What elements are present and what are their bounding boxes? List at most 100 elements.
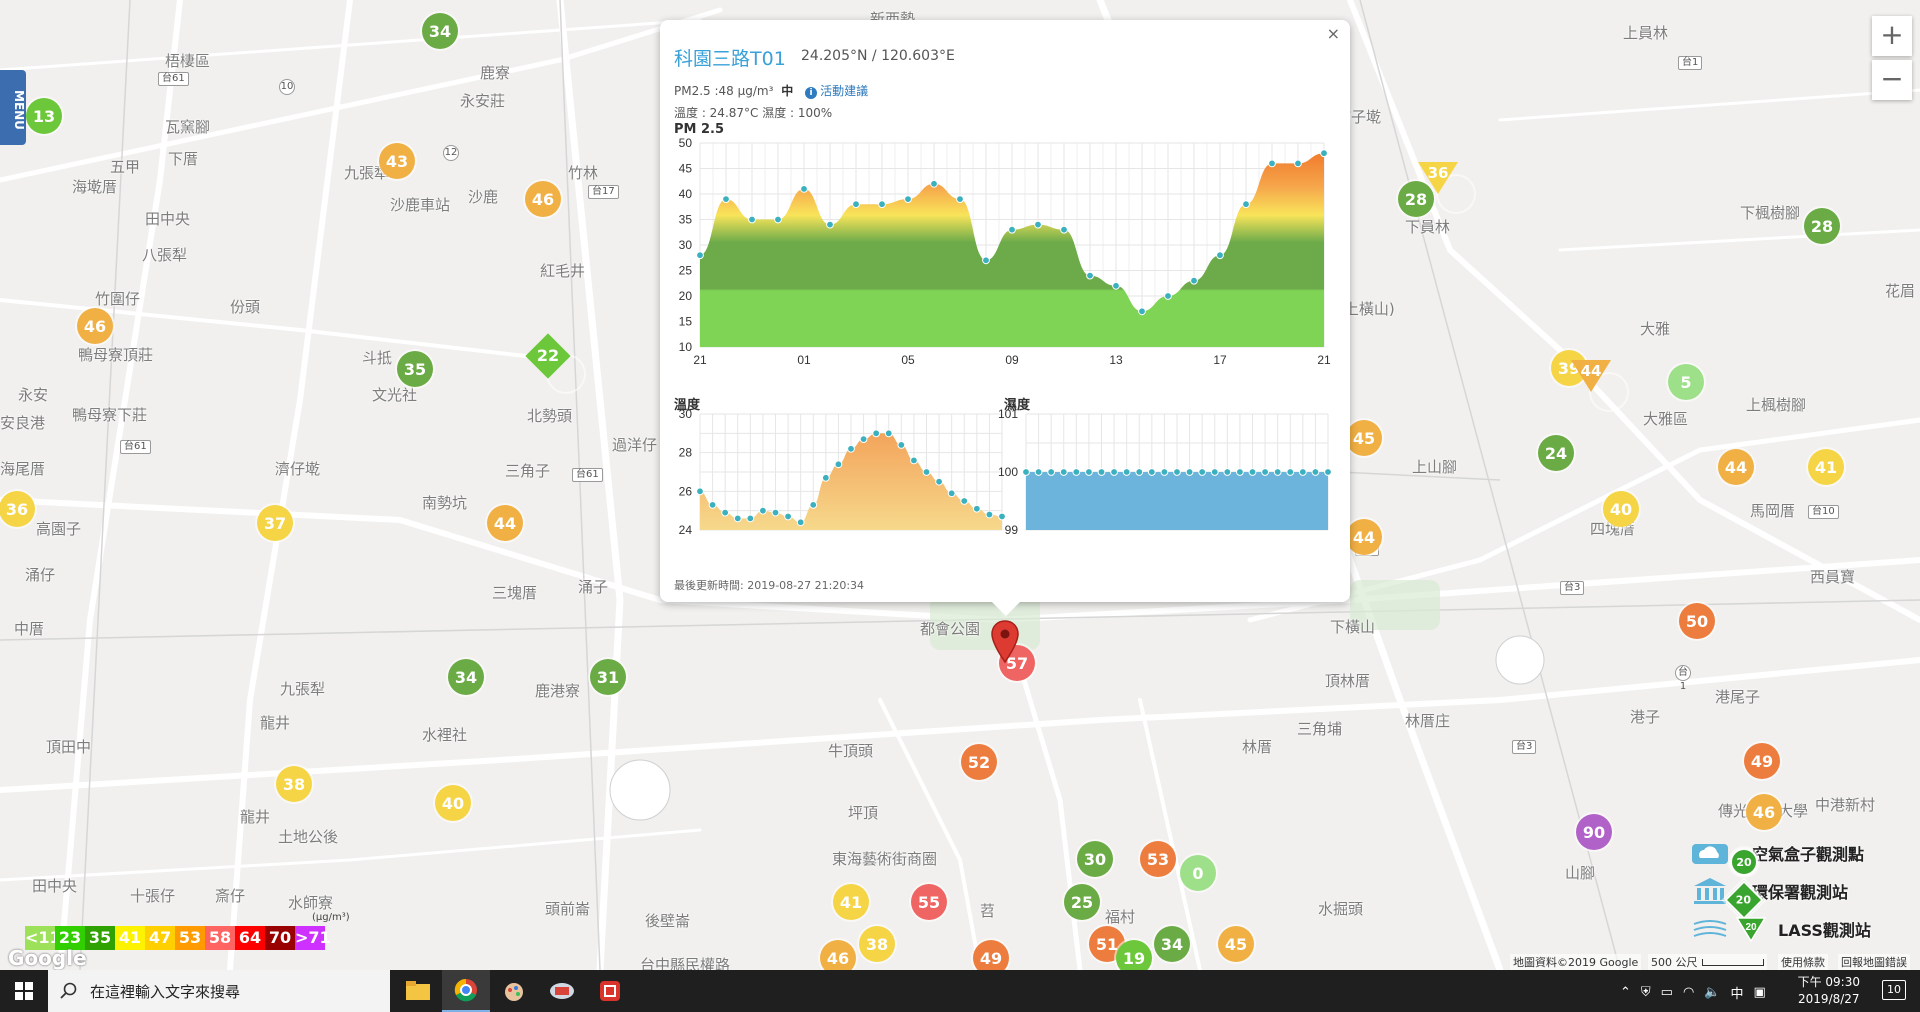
data-point[interactable] bbox=[733, 514, 742, 523]
data-point[interactable] bbox=[1248, 468, 1257, 476]
activity-advice-link[interactable]: i 活動建議 bbox=[805, 84, 868, 99]
data-point[interactable] bbox=[972, 504, 981, 513]
data-point[interactable] bbox=[1112, 281, 1120, 290]
pm25-station-marker[interactable]: 40 bbox=[1603, 491, 1639, 527]
start-button[interactable] bbox=[0, 970, 48, 1012]
pm25-station-marker[interactable]: 44 bbox=[1346, 519, 1382, 555]
data-point[interactable] bbox=[809, 500, 818, 509]
pm25-station-marker[interactable]: 45 bbox=[1218, 926, 1254, 962]
data-point[interactable] bbox=[960, 497, 969, 505]
pm25-station-marker[interactable]: 43 bbox=[379, 143, 415, 179]
pm25-station-marker[interactable]: 90 bbox=[1576, 814, 1612, 850]
data-point[interactable] bbox=[708, 500, 717, 509]
pm25-station-marker[interactable]: 50 bbox=[1679, 603, 1715, 639]
data-point[interactable] bbox=[1198, 468, 1207, 476]
data-point[interactable] bbox=[1324, 468, 1332, 476]
data-point[interactable] bbox=[796, 518, 805, 527]
pm25-station-marker[interactable]: 0 bbox=[1180, 855, 1216, 891]
data-point[interactable] bbox=[1138, 307, 1146, 316]
pm25-station-marker[interactable]: 49 bbox=[1744, 743, 1780, 779]
notification-center-button[interactable]: 10 bbox=[1882, 980, 1906, 1000]
data-point[interactable] bbox=[947, 489, 956, 498]
data-point[interactable] bbox=[1185, 468, 1194, 476]
pm25-station-marker[interactable]: 55 bbox=[911, 884, 947, 920]
pm25-station-marker[interactable]: 46 bbox=[1746, 794, 1782, 830]
taskbar-search-box[interactable]: 在這裡輸入文字來搜尋 bbox=[48, 970, 390, 1012]
pm25-station-marker[interactable]: 25 bbox=[1064, 884, 1100, 920]
data-point[interactable] bbox=[897, 441, 906, 449]
data-point[interactable] bbox=[922, 468, 931, 476]
data-point[interactable] bbox=[722, 195, 730, 203]
data-point[interactable] bbox=[1122, 468, 1131, 476]
pm25-station-marker[interactable]: 46 bbox=[525, 181, 561, 217]
data-point[interactable] bbox=[878, 200, 886, 209]
file-explorer-button[interactable] bbox=[394, 970, 442, 1012]
pm25-station-marker[interactable]: 41 bbox=[1808, 449, 1844, 485]
data-point[interactable] bbox=[721, 508, 730, 517]
data-point[interactable] bbox=[826, 220, 834, 229]
chrome-button[interactable] bbox=[442, 970, 490, 1012]
pm25-station-marker[interactable]: 30 bbox=[1077, 841, 1113, 877]
close-icon[interactable]: × bbox=[1326, 24, 1340, 43]
legend-epa[interactable]: 20 環保署觀測站 bbox=[1690, 876, 1848, 920]
zoom-in-button[interactable]: + bbox=[1872, 16, 1912, 56]
data-point[interactable] bbox=[1210, 468, 1219, 476]
ime-indicator[interactable]: 中 bbox=[1730, 987, 1744, 1002]
data-point[interactable] bbox=[1223, 468, 1232, 476]
data-point[interactable] bbox=[1085, 468, 1093, 476]
data-point[interactable] bbox=[985, 510, 994, 519]
data-point[interactable] bbox=[1034, 468, 1043, 476]
data-point[interactable] bbox=[1273, 468, 1282, 476]
data-point[interactable] bbox=[1147, 468, 1156, 476]
app-button[interactable] bbox=[538, 970, 586, 1012]
pm25-station-marker[interactable]: 22 bbox=[525, 333, 584, 392]
chevron-up-icon[interactable]: ⌃ bbox=[1620, 985, 1631, 1000]
data-point[interactable] bbox=[1022, 468, 1030, 476]
data-point[interactable] bbox=[1261, 468, 1269, 476]
pm25-station-marker[interactable]: 45 bbox=[1346, 420, 1382, 456]
pm25-station-marker[interactable]: 44 bbox=[487, 505, 523, 541]
taskbar-clock[interactable]: 下午 09:30 2019/8/27 bbox=[1798, 974, 1860, 1008]
data-point[interactable] bbox=[1286, 468, 1295, 476]
pm25-station-marker[interactable]: 35 bbox=[397, 351, 433, 387]
wifi-icon[interactable]: ◠ bbox=[1682, 985, 1695, 1000]
pm25-station-marker[interactable]: 5 bbox=[1668, 364, 1704, 400]
data-point[interactable] bbox=[800, 185, 808, 193]
pm25-station-marker[interactable]: 37 bbox=[257, 505, 293, 541]
pm25-station-marker[interactable]: 36 bbox=[0, 491, 35, 527]
lass-station-marker[interactable]: 36 bbox=[1418, 162, 1474, 212]
pm25-station-marker[interactable]: 13 bbox=[26, 98, 62, 134]
data-point[interactable] bbox=[1072, 468, 1081, 476]
report-map-error-link[interactable]: 回報地圖錯誤 bbox=[1838, 954, 1910, 970]
pm25-station-marker[interactable]: 38 bbox=[276, 766, 312, 802]
data-point[interactable] bbox=[696, 251, 704, 260]
data-point[interactable] bbox=[847, 444, 855, 453]
data-point[interactable] bbox=[859, 435, 868, 444]
pm25-station-marker[interactable]: 49 bbox=[973, 940, 1009, 970]
data-point[interactable] bbox=[1190, 276, 1198, 285]
data-point[interactable] bbox=[1097, 468, 1106, 476]
data-point[interactable] bbox=[1320, 149, 1328, 158]
data-point[interactable] bbox=[1311, 468, 1320, 476]
legend-airbox[interactable]: 20 空氣盒子觀測點 bbox=[1690, 838, 1864, 876]
data-point[interactable] bbox=[956, 195, 964, 203]
data-point[interactable] bbox=[998, 512, 1006, 521]
data-point[interactable] bbox=[1294, 159, 1302, 168]
map-canvas[interactable]: 新西勢 梧棲區 瓦窯腳 五甲 下厝 海墘厝 田中央 八張犁 竹圍仔 份頭 鴨母寮… bbox=[0, 0, 1920, 970]
data-point[interactable] bbox=[696, 487, 704, 496]
pm25-station-marker[interactable]: 52 bbox=[961, 744, 997, 780]
pm25-station-marker[interactable]: 40 bbox=[435, 785, 471, 821]
data-point[interactable] bbox=[821, 473, 830, 482]
selected-location-pin[interactable] bbox=[990, 620, 1020, 668]
volume-icon[interactable]: 🔈 bbox=[1704, 985, 1721, 1000]
zoom-out-button[interactable]: − bbox=[1872, 60, 1912, 100]
pm25-station-marker[interactable]: 34 bbox=[448, 659, 484, 695]
pm25-station-marker[interactable]: 46 bbox=[77, 308, 113, 344]
data-point[interactable] bbox=[1160, 468, 1169, 476]
data-point[interactable] bbox=[884, 429, 893, 438]
menu-button[interactable]: MENU bbox=[0, 70, 26, 145]
data-point[interactable] bbox=[1173, 468, 1181, 476]
data-point[interactable] bbox=[1060, 225, 1068, 234]
data-point[interactable] bbox=[852, 200, 860, 209]
pm25-station-marker[interactable]: 46 bbox=[820, 940, 856, 970]
